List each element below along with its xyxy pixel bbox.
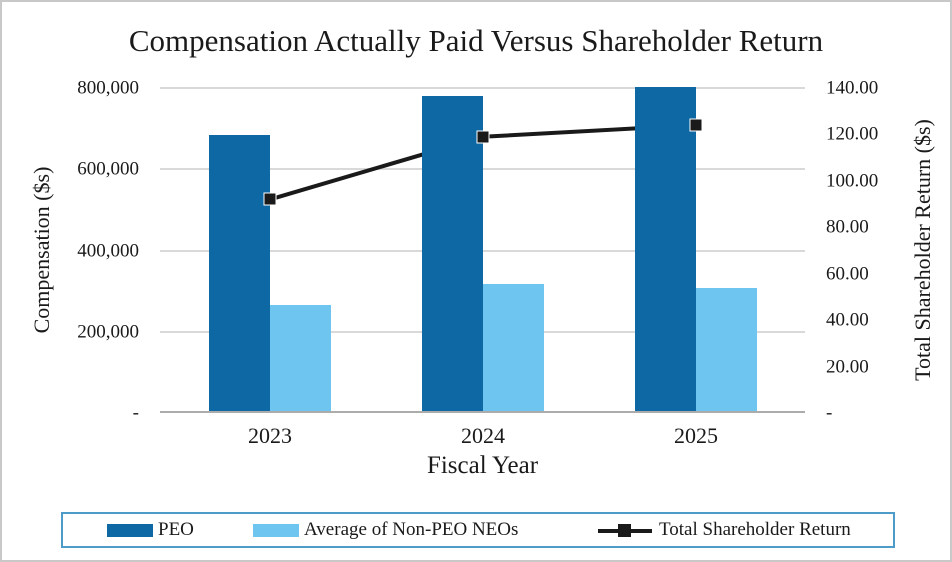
peo-swatch-icon (107, 523, 153, 537)
marker-tsr-2024 (476, 130, 490, 144)
marker-tsr-2023 (263, 192, 277, 206)
tsr-line-marker-icon (598, 523, 652, 538)
legend-label-tsr: Total Shareholder Return (659, 519, 851, 540)
right-axis-tick: 60.00 (826, 263, 869, 285)
left-axis-tick: 400,000 (77, 240, 139, 261)
right-axis-tick: 40.00 (826, 309, 869, 331)
gridline (160, 87, 805, 89)
bar-peo-2024 (422, 95, 483, 411)
right-axis-tick: 20.00 (826, 356, 869, 378)
right-axis-tick: 140.00 (826, 77, 879, 99)
legend-item-tsr: Total Shareholder Return (598, 514, 851, 546)
legend-item-non-peo: Average of Non-PEO NEOs (253, 514, 518, 546)
left-axis-tick: - (132, 402, 139, 424)
left-axis-tick: 600,000 (77, 158, 139, 180)
left-axis-tick: 800,000 (77, 77, 139, 99)
x-axis-tick-2023: 2023 (248, 423, 292, 448)
legend: PEO Average of Non-PEO NEOs Total Shareh… (61, 512, 895, 548)
right-axis-tick: 100.00 (826, 170, 879, 192)
right-axis-title: Total Shareholder Return ($s) (910, 119, 935, 381)
bar-average-of-non-peo-neos-2025 (696, 287, 757, 411)
legend-item-peo: PEO (107, 514, 194, 546)
non-peo-swatch-icon (253, 523, 299, 537)
bar-average-of-non-peo-neos-2023 (270, 304, 331, 411)
left-axis-tick: 200,000 (77, 321, 139, 343)
x-axis-tick-2025: 2025 (674, 423, 718, 448)
right-axis-tick: 120.00 (826, 123, 879, 145)
bar-peo-2023 (209, 134, 270, 411)
chart-title: Compensation Actually Paid Versus Shareh… (128, 23, 824, 58)
right-axis-tick: - (826, 402, 833, 424)
bar-average-of-non-peo-neos-2024 (483, 283, 544, 411)
x-axis-tick-2024: 2024 (461, 423, 505, 448)
legend-label-peo: PEO (158, 519, 194, 540)
bar-peo-2025 (635, 87, 696, 411)
marker-tsr-2025 (689, 118, 703, 132)
plot-area (160, 87, 805, 413)
right-axis-tick: 80.00 (826, 216, 869, 238)
legend-label-non-peo: Average of Non-PEO NEOs (304, 519, 519, 540)
x-axis-title: Fiscal Year (426, 452, 539, 479)
